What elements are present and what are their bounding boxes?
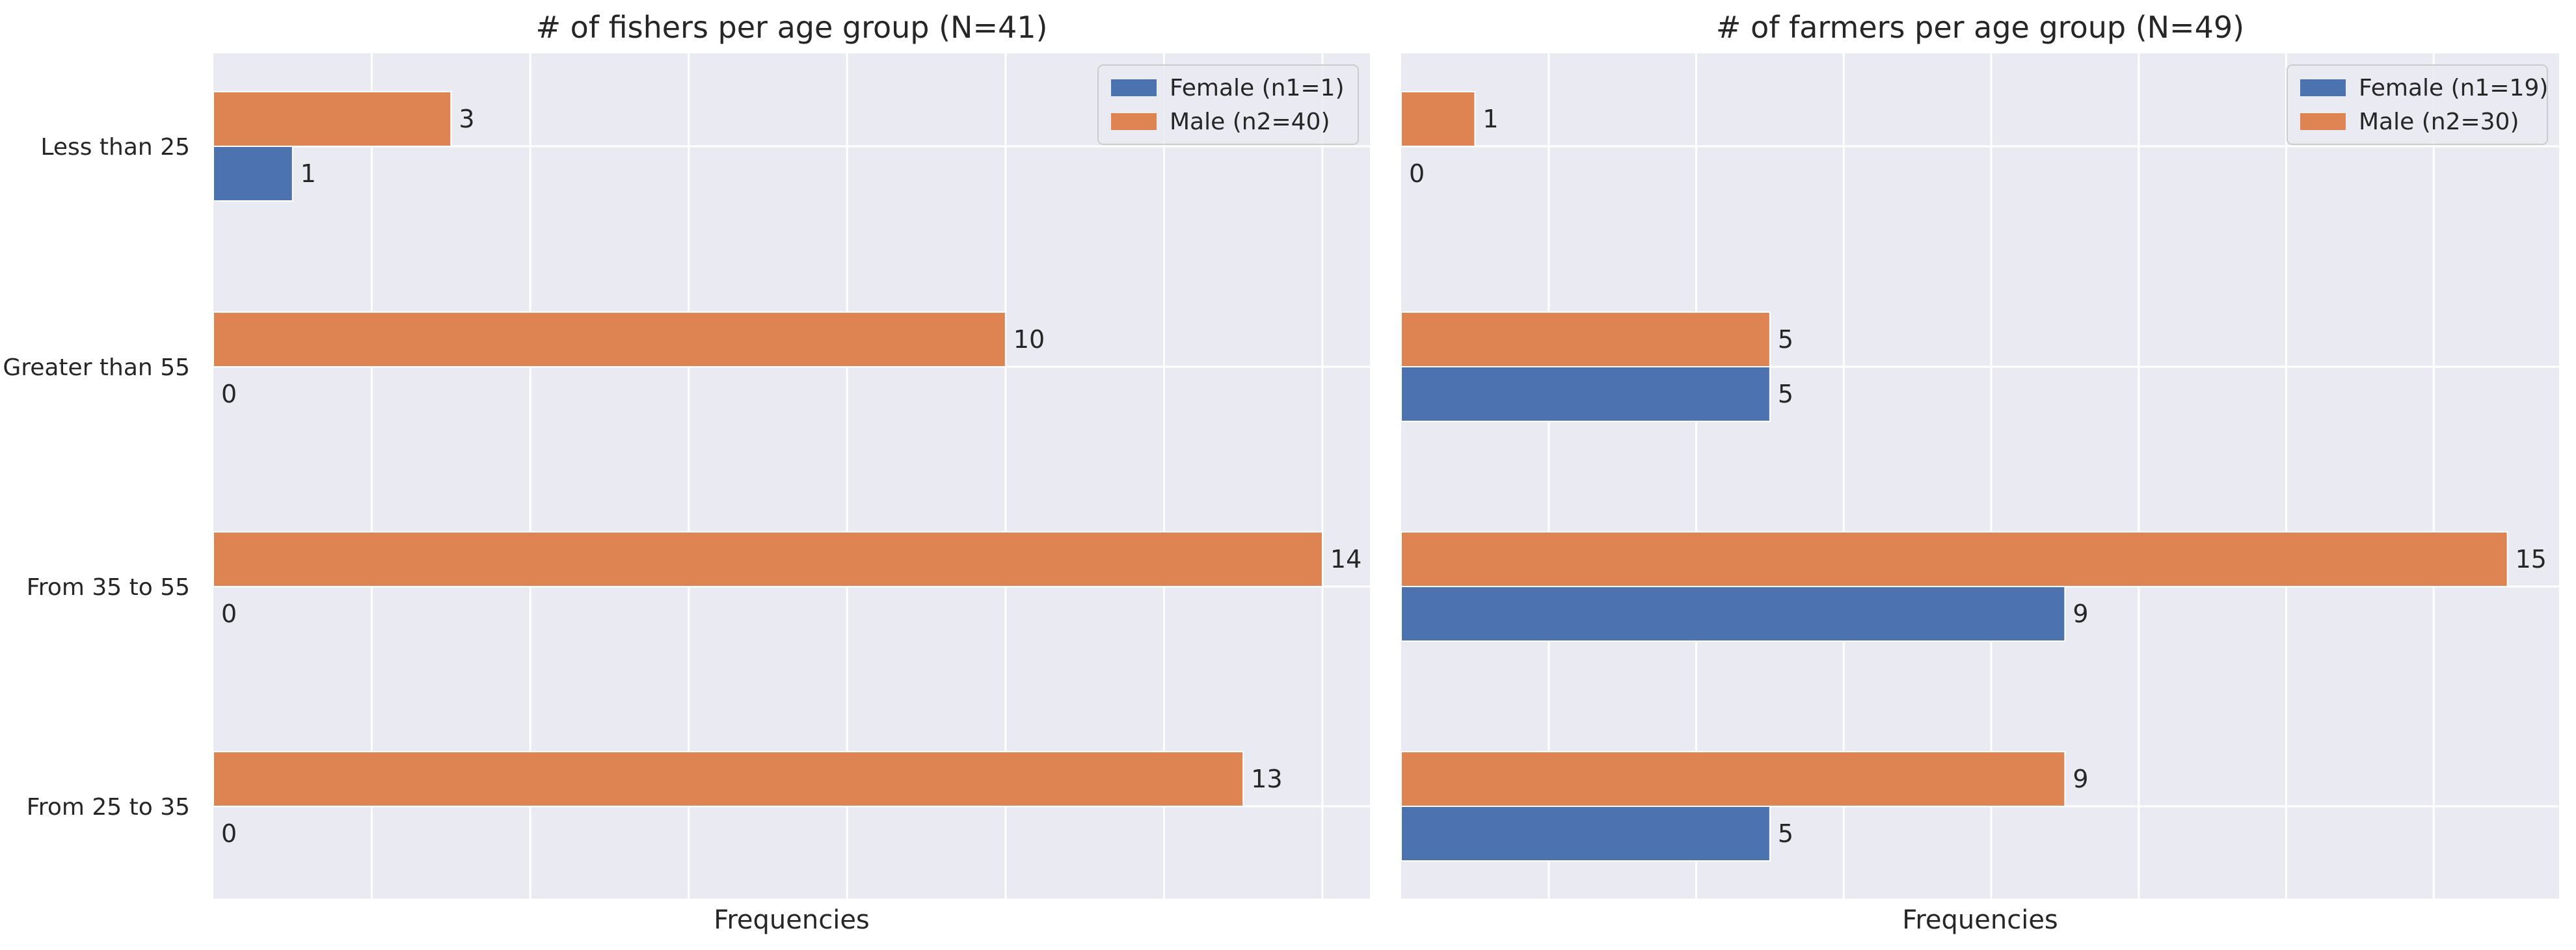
data-label-female-from-35-to-55: 9	[2073, 600, 2088, 628]
x-axis-label-1: Frequencies	[714, 905, 870, 935]
legend-swatch-female-n1-1	[1111, 79, 1157, 96]
bar-male-less-than-25	[213, 91, 452, 147]
bar-male-from-35-to-55	[213, 531, 1323, 587]
bar-male-from-25-to-35	[213, 751, 1244, 807]
data-label-female-from-35-to-55: 0	[221, 600, 237, 628]
legend-swatch-male-n2-40	[1111, 113, 1157, 130]
data-label-female-less-than-25: 0	[1409, 159, 1425, 188]
data-label-male-from-25-to-35: 9	[2073, 765, 2088, 793]
data-label-male-less-than-25: 1	[1483, 105, 1498, 133]
legend-box-2	[2287, 64, 2548, 145]
y-tick-label-from-25-to-35: From 25 to 35	[27, 794, 190, 821]
y-tick-label-greater-than-55: Greater than 55	[3, 354, 190, 381]
data-label-male-greater-than-55: 10	[1013, 325, 1045, 354]
bar-male-from-35-to-55	[1401, 531, 2508, 587]
chart-title-2: # of farmers per age group (N=49)	[1716, 10, 2244, 45]
legend-swatch-male-n2-30	[2300, 113, 2346, 130]
bar-male-greater-than-55	[213, 311, 1006, 367]
data-label-male-from-35-to-55: 15	[2516, 545, 2547, 574]
data-label-female-from-25-to-35: 0	[221, 819, 237, 848]
bar-female-greater-than-55	[1401, 366, 1771, 422]
data-label-male-less-than-25: 3	[459, 105, 474, 133]
data-label-female-greater-than-55: 0	[221, 380, 237, 408]
legend-label-male-n2-40: Male (n2=40)	[1170, 109, 1330, 135]
chart-title-1: # of fishers per age group (N=41)	[536, 10, 1048, 45]
x-axis-label-2: Frequencies	[1902, 905, 2058, 935]
y-tick-label-less-than-25: Less than 25	[40, 134, 190, 161]
bar-male-greater-than-55	[1401, 311, 1771, 367]
data-label-male-greater-than-55: 5	[1778, 325, 1793, 354]
bar-male-from-25-to-35	[1401, 751, 2066, 807]
data-label-female-less-than-25: 1	[301, 159, 316, 188]
legend-swatch-female-n1-19	[2300, 79, 2346, 96]
bar-female-less-than-25	[213, 146, 293, 202]
data-label-female-from-25-to-35: 5	[1778, 819, 1793, 848]
legend-label-male-n2-30: Male (n2=30)	[2359, 109, 2519, 135]
data-label-male-from-35-to-55: 14	[1330, 545, 1362, 574]
bar-female-from-35-to-55	[1401, 586, 2066, 642]
bar-male-less-than-25	[1401, 91, 1476, 147]
bar-female-from-25-to-35	[1401, 806, 1771, 862]
y-tick-label-from-35-to-55: From 35 to 55	[27, 574, 190, 601]
legend-label-female-n1-19: Female (n1=19)	[2359, 75, 2548, 101]
legend-label-female-n1-1: Female (n1=1)	[1170, 75, 1345, 101]
legend-box-1	[1097, 64, 1359, 145]
data-label-female-greater-than-55: 5	[1778, 380, 1793, 408]
data-label-male-from-25-to-35: 13	[1251, 765, 1282, 793]
